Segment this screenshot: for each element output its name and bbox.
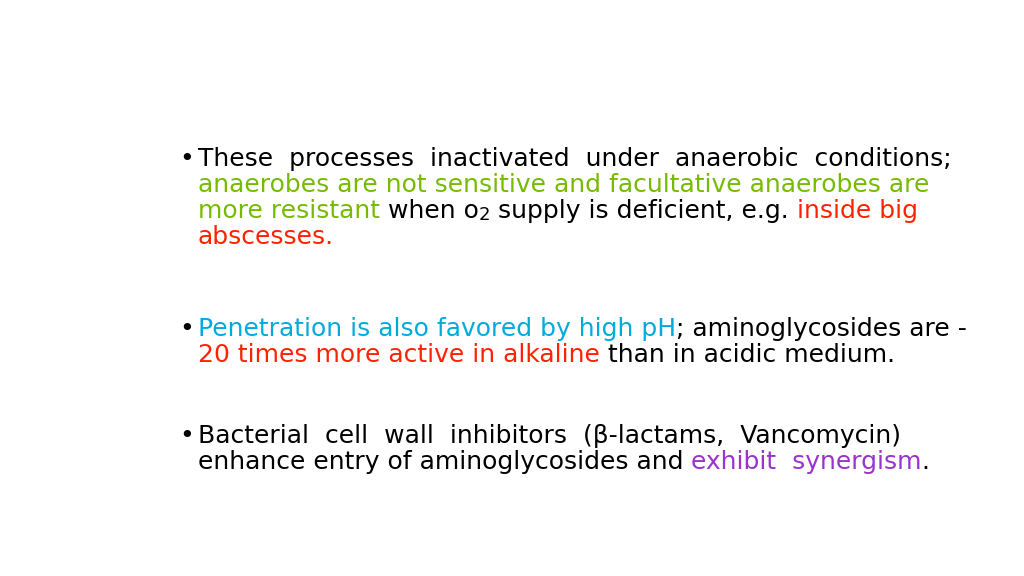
- Text: enhance entry of aminoglycosides and: enhance entry of aminoglycosides and: [198, 450, 691, 474]
- Text: when o: when o: [380, 199, 478, 223]
- Text: abscesses.: abscesses.: [198, 225, 334, 249]
- Text: •: •: [179, 147, 195, 170]
- Text: Bacterial  cell  wall  inhibitors  (β-lactams,  Vancomycin): Bacterial cell wall inhibitors (β-lactam…: [198, 424, 901, 448]
- Text: •: •: [179, 424, 195, 448]
- Text: more resistant: more resistant: [198, 199, 380, 223]
- Text: 2: 2: [478, 206, 490, 223]
- Text: These  processes  inactivated  under  anaerobic  conditions;: These processes inactivated under anaero…: [198, 147, 951, 170]
- Text: •: •: [179, 317, 195, 342]
- Text: anaerobes are not sensitive and facultative anaerobes are: anaerobes are not sensitive and facultat…: [198, 173, 929, 197]
- Text: than in acidic medium.: than in acidic medium.: [600, 343, 895, 367]
- Text: Penetration is also favored by high pH: Penetration is also favored by high pH: [198, 317, 676, 342]
- Text: inside big: inside big: [797, 199, 918, 223]
- Text: 20 times more active in alkaline: 20 times more active in alkaline: [198, 343, 600, 367]
- Text: .: .: [922, 450, 930, 474]
- Text: supply is deficient, e.g.: supply is deficient, e.g.: [490, 199, 797, 223]
- Text: ; aminoglycosides are -: ; aminoglycosides are -: [676, 317, 967, 342]
- Text: exhibit  synergism: exhibit synergism: [691, 450, 922, 474]
